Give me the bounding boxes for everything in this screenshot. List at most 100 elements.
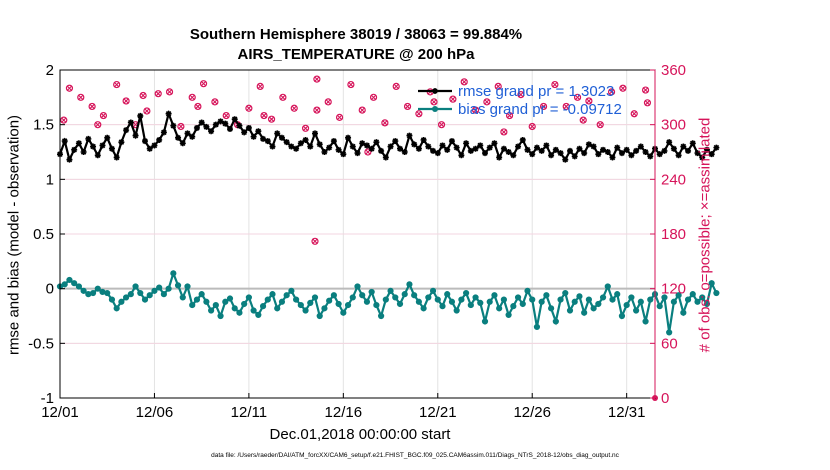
obs-possible-point	[154, 90, 162, 98]
y-left-tick-label: 1	[46, 171, 54, 188]
obs-possible-point	[199, 80, 208, 88]
rmse-point	[316, 141, 323, 148]
bias-point	[208, 307, 215, 314]
rmse-point	[510, 152, 517, 159]
rmse-point	[198, 119, 205, 126]
obs-assimilated-point	[359, 107, 366, 113]
rmse-point	[467, 147, 474, 154]
bias-point	[467, 301, 474, 309]
bias-point	[680, 309, 687, 316]
obs-possible-point	[260, 111, 268, 120]
rmse-point	[614, 144, 621, 151]
rmse-point	[241, 129, 248, 136]
obs-possible-point	[301, 124, 310, 132]
bias-point	[236, 309, 243, 316]
rmse-point	[675, 152, 682, 159]
obs-assimilated-point	[155, 90, 162, 97]
bias-point	[538, 298, 545, 305]
rmse-point	[477, 142, 484, 149]
bias-point	[552, 318, 559, 325]
bias-point	[283, 292, 290, 299]
obs-assimilated-point	[302, 125, 309, 132]
bias-point	[94, 285, 101, 292]
bias-point	[590, 305, 597, 312]
rmse-point	[203, 123, 210, 130]
obs-possible-point	[500, 128, 508, 136]
obs-possible-point	[517, 90, 525, 99]
bias-point	[396, 300, 404, 308]
obs-assimilated-point	[552, 81, 558, 88]
bias-point	[335, 300, 342, 308]
rmse-point	[387, 143, 394, 150]
bias-point	[406, 281, 413, 288]
bias-point	[307, 299, 314, 306]
rmse-point	[628, 152, 635, 159]
rmse-point	[595, 151, 602, 158]
obs-possible-point	[139, 91, 147, 100]
bias-point	[453, 307, 460, 314]
y-left-tick-label: 1.5	[33, 117, 54, 134]
obs-assimilated-point	[393, 83, 400, 90]
bias-point	[255, 311, 262, 319]
bias-point	[661, 294, 668, 301]
rmse-point	[633, 147, 640, 154]
bias-point	[288, 287, 295, 294]
bias-point	[184, 283, 191, 290]
rmse-point	[397, 145, 403, 152]
rmse-point	[609, 154, 616, 161]
rmse-point	[293, 145, 300, 152]
rmse-point	[227, 126, 233, 133]
rmse-point	[444, 146, 451, 153]
legend-rmse-marker	[432, 88, 438, 94]
obs-assimilated-point	[438, 121, 445, 128]
rmse-point	[264, 138, 271, 145]
obs-possible-point	[347, 80, 355, 89]
obs-assimilated-point	[89, 103, 96, 110]
bias-point	[571, 298, 578, 305]
obs-assimilated-point	[631, 110, 638, 117]
bias-point	[326, 297, 333, 304]
bias-point	[439, 303, 446, 310]
rmse-point	[415, 145, 422, 152]
obs-assimilated-point	[123, 98, 129, 104]
obs-possible-point	[505, 111, 514, 120]
x-tick-label: 12/16	[325, 404, 363, 421]
y-right-tick-label: 240	[661, 171, 686, 188]
rmse-point	[349, 143, 356, 150]
bias-point	[401, 291, 408, 298]
bias-point	[118, 298, 125, 305]
rmse-point	[623, 146, 630, 153]
bias-point	[614, 291, 621, 298]
bias-point	[241, 300, 248, 308]
obs-possible-point	[392, 82, 400, 91]
bias-point	[302, 307, 309, 314]
bias-point	[363, 298, 371, 305]
bias-point	[80, 287, 87, 294]
y-left-tick-label: -1	[41, 390, 54, 407]
obs-assimilated-point	[113, 81, 120, 88]
rmse-point	[94, 152, 101, 159]
obs-possible-point	[77, 93, 85, 101]
rmse-point	[208, 128, 215, 135]
rmse-point	[359, 140, 366, 147]
rmse-point	[406, 132, 413, 139]
obs-assimilated-point	[195, 103, 201, 110]
rmse-point	[184, 130, 191, 137]
bias-point	[278, 298, 286, 305]
rmse-point	[151, 142, 158, 149]
bias-point	[529, 296, 536, 303]
rmse-point	[278, 134, 285, 141]
rmse-point	[288, 143, 295, 150]
bias-point	[713, 289, 720, 297]
obs-assimilated-point	[586, 98, 592, 104]
rmse-point	[699, 154, 706, 161]
obs-possible-point	[313, 106, 321, 114]
obs-assimilated-point	[370, 94, 377, 101]
obs-assimilated-point	[140, 92, 146, 99]
bias-point	[316, 312, 323, 320]
rmse-point	[567, 147, 573, 154]
rmse-point	[307, 143, 314, 150]
rmse-point	[137, 112, 144, 119]
rmse-point	[703, 146, 710, 153]
obs-possible-point	[358, 106, 366, 114]
